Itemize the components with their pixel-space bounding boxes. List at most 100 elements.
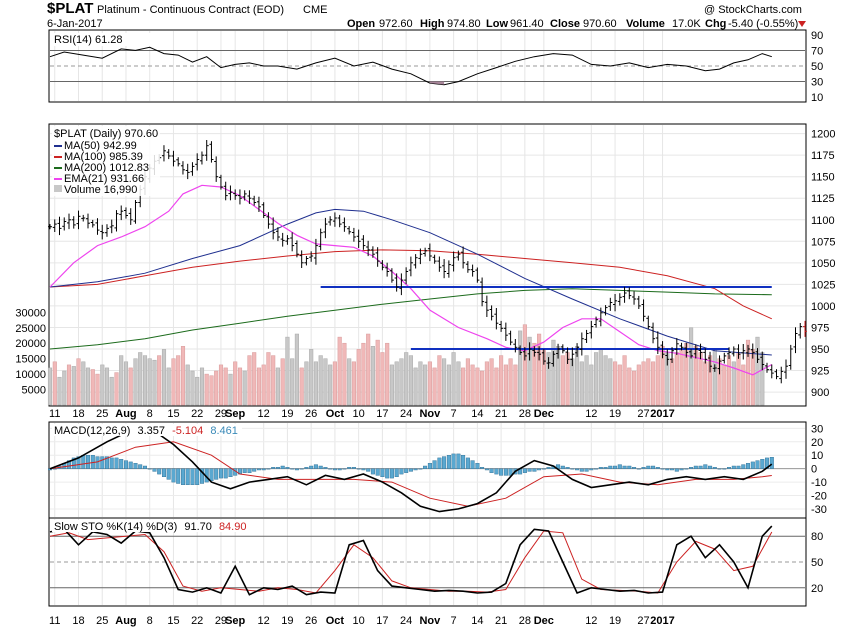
price-tick-label: 1150 [811,172,835,184]
macd-hist-bar [651,465,656,469]
macd-hist-bar [242,468,247,473]
x-tick-label: Oct [326,615,345,627]
volume-bar [423,364,428,406]
indicator-lines [48,46,774,596]
x-tick-label: 17 [376,408,388,420]
macd-hist-bar [755,460,760,469]
volume-bar [560,355,565,406]
macd-hist-bar [499,468,504,476]
price-tick-label: 900 [811,387,829,399]
axis-labels: 9009259509751000102510501075110011251150… [15,30,835,627]
macd-hist-bar [712,467,717,469]
stoch-tick-label: 50 [811,557,823,569]
ma50-line [49,208,772,356]
macd-hist-bar [332,468,337,471]
macd-hist-bar [228,468,233,478]
macd-label-bg [52,424,242,436]
volume-bar [266,352,271,406]
macd-hist-bar [157,468,162,475]
volume-bar [309,349,314,406]
x-tick-label: 10 [353,408,365,420]
volume-bar [537,333,542,406]
macd-hist-bar [560,465,565,469]
x-tick-label: 19 [281,408,293,420]
volume-bar [85,367,91,406]
x-tick-label: 19 [609,408,621,420]
macd-hist-bar [299,468,304,470]
macd-tick-label: 0 [811,464,817,476]
volume-tick-label: 20000 [15,338,46,350]
macd-hist-bar [627,465,632,469]
macd-hist-bar [337,468,342,471]
volume-bar [294,333,299,406]
macd-hist-bar [503,468,508,476]
rsi-tick-label: 50 [811,61,823,73]
price-tick-label: 1000 [811,301,835,313]
low-label: Low [486,18,508,30]
macd-hist-bar [427,463,432,469]
volume-bar [622,355,627,406]
volume-bar [332,361,337,406]
stoch-label-bg [52,520,242,532]
macd-hist-bar [465,457,470,469]
volume-bar [166,367,171,406]
x-tick-label: 22 [191,615,203,627]
volume-bar [128,367,133,406]
x-tick-label: 12 [258,408,270,420]
volume-bar [285,336,290,406]
macd-label-prefix: MACD(12,26,9) [54,425,130,437]
macd-hist-bar [527,468,532,472]
x-tick-label: 24 [400,408,412,420]
rsi-tick-label: 90 [811,30,823,42]
macd-hist-bar [565,467,570,469]
macd-hist-bar [285,467,290,469]
macd-hist-bar [731,465,736,469]
macd-label-hist: 8.461 [210,425,238,437]
legend-ma100: MA(100) 985.39 [64,151,143,163]
volume-bar [698,352,703,406]
volume-bar [674,352,679,406]
macd-tick-label: 10 [811,450,823,462]
macd-hist-bar [347,467,352,469]
volume-bar [546,352,551,406]
macd-hist-bar [375,468,380,476]
volume-tick-label: 25000 [15,323,46,335]
macd-hist-bar [579,468,584,472]
macd-hist-bar [693,465,698,469]
macd-label: MACD(12,26,9) 3.357 -5.104 8.461 [54,425,238,437]
macd-hist-bar [456,453,461,469]
macd-hist-bar [641,467,646,469]
volume-bar [218,364,224,406]
macd-label-signal: -5.104 [172,425,203,437]
macd-hist-bar [147,468,152,470]
volume-bar [133,358,138,406]
close-label: Close [550,18,580,30]
volume-bar [275,367,280,406]
volume-bar [627,367,632,406]
x-tick-label: Nov [419,615,441,627]
macd-hist-bar [741,464,746,469]
x-tick-label: 21 [495,615,507,627]
volume-bar [456,361,461,406]
x-tick-label: 7 [451,615,457,627]
macd-hist-bar [746,463,751,469]
macd-tick-label: -30 [811,504,827,516]
macd-hist-bar [190,468,195,486]
volume-bar [351,361,356,406]
x-tick-label: 17 [376,615,388,627]
macd-hist-bar [195,468,200,486]
volume-bar [228,373,233,406]
stoch-label-prefix: Slow STO %K(14) %D(3) [54,521,177,533]
macd-hist-bar [418,468,423,470]
macd-hist-bar [480,467,485,469]
macd-hist-bar [366,468,371,472]
macd-hist-bar [385,468,390,479]
ma200-line [49,288,772,350]
macd-hist-bar [328,468,333,470]
macd-hist-bar [670,468,675,471]
volume-bar [147,358,152,406]
price-tick-label: 975 [811,322,829,334]
macd-hist-bar [708,465,713,469]
macd-hist-bar [613,465,618,469]
x-tick-label: Sep [225,615,245,627]
